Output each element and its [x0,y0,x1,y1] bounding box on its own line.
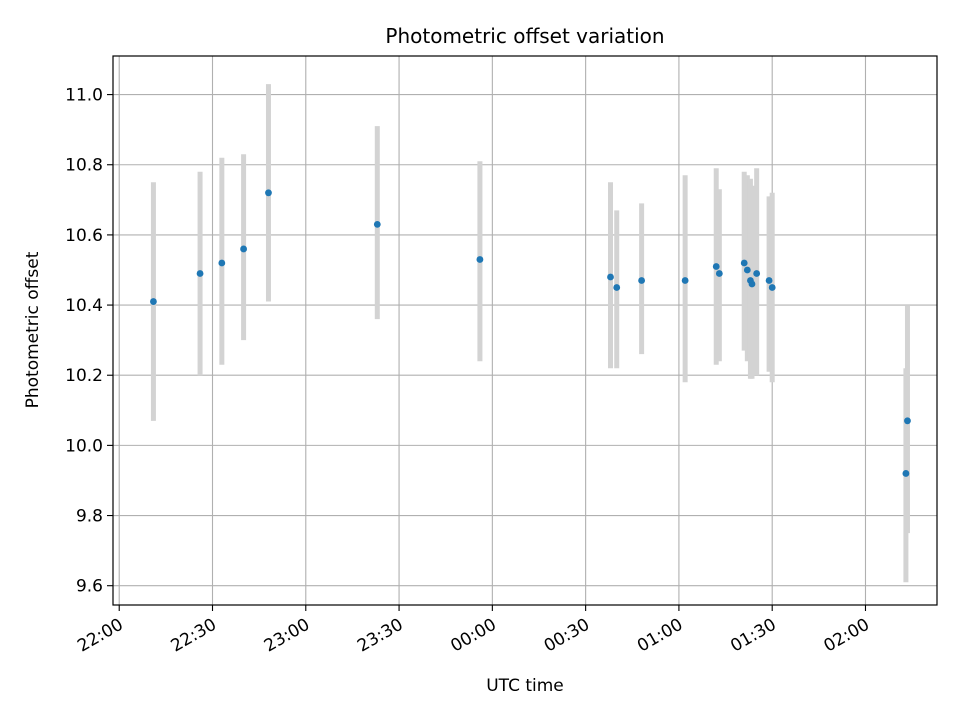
x-tick-label: 00:30 [541,615,593,657]
data-points [150,189,911,477]
x-tick-label: 23:30 [354,615,406,657]
data-point [613,284,621,291]
data-point [902,470,910,477]
data-point [150,298,157,305]
data-point [265,189,272,197]
data-point [218,259,226,267]
y-tick-label: 10.0 [65,436,103,456]
data-point [476,256,484,263]
data-point [715,270,723,277]
data-point [753,270,761,277]
data-point [681,277,689,284]
data-point [765,277,773,284]
data-point [748,280,756,288]
x-tick-label: 02:00 [821,615,873,657]
chart-title: Photometric offset variation [385,24,664,48]
y-tick-label: 10.8 [65,156,103,176]
y-tick-label: 10.6 [65,226,103,246]
data-point [740,259,748,267]
x-tick-label: 23:00 [261,615,313,657]
x-tick-label: 22:00 [74,615,126,657]
error-bars [150,84,910,583]
x-tick-label: 01:30 [727,615,779,657]
data-point [743,266,751,274]
data-point [373,220,381,228]
y-tick-label: 9.6 [76,577,103,597]
y-axis-label: Photometric offset [23,251,43,408]
data-point [768,284,776,291]
data-point [904,417,911,425]
x-tick-label: 00:00 [447,615,499,657]
x-tick-label: 22:30 [168,615,220,657]
data-point [638,277,646,284]
data-point [196,270,204,277]
data-point [607,273,614,281]
grid [113,56,937,605]
y-tick-label: 10.2 [65,366,103,386]
y-tick-label: 10.4 [65,296,103,316]
x-tick-label: 01:00 [634,615,686,657]
y-tick-label: 11.0 [65,86,103,106]
data-point [712,263,720,270]
y-tick-label: 9.8 [76,507,103,527]
plot-frame [112,55,938,606]
data-point [240,245,247,253]
x-axis-label: UTC time [486,676,564,696]
